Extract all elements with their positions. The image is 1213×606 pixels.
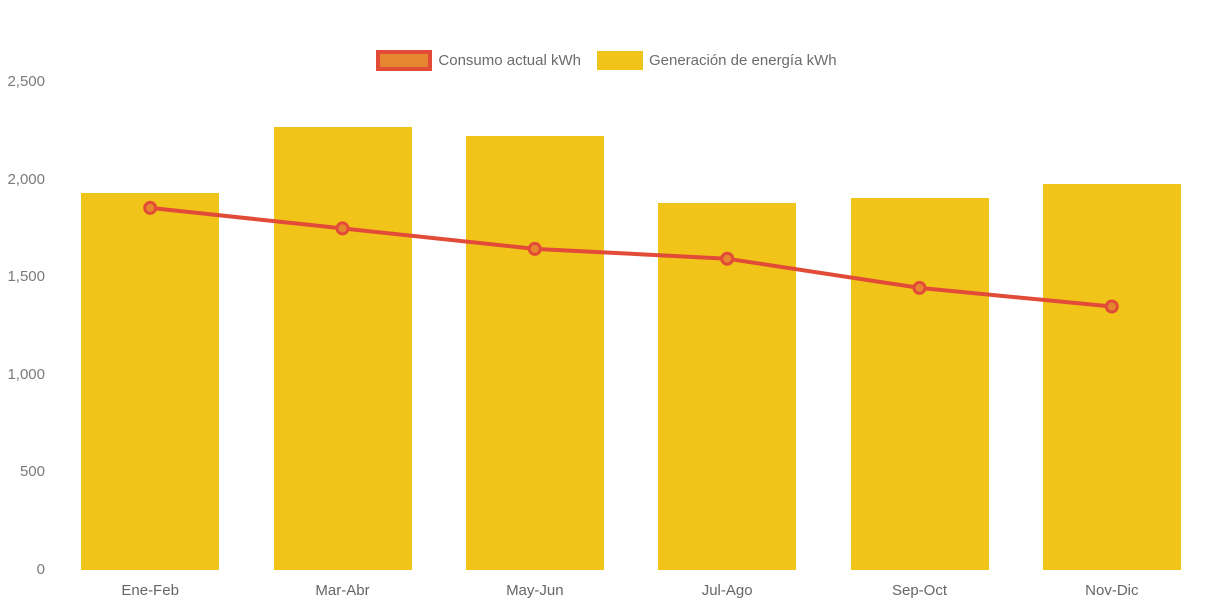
y-tick-label: 2,000 — [7, 170, 45, 188]
bar-generacion[interactable] — [850, 198, 989, 570]
bar-generacion[interactable] — [81, 193, 220, 570]
y-tick-label: 2,500 — [7, 73, 45, 90]
x-tick-label: Sep-Oct — [891, 582, 948, 599]
y-tick-label: 0 — [36, 561, 45, 578]
generacion-swatch-icon — [596, 51, 643, 70]
bar-generacion[interactable] — [273, 126, 412, 570]
legend-label-generacion: Generación de energía kWh — [648, 52, 837, 69]
bar-generacion[interactable] — [1042, 183, 1181, 570]
x-tick-label: Nov-Dic — [1085, 582, 1139, 599]
bar-generacion[interactable] — [465, 135, 604, 570]
x-tick-label: Jul-Ago — [701, 582, 753, 599]
consumo-swatch-icon — [376, 50, 433, 71]
bar-generacion[interactable] — [658, 203, 797, 570]
chart-legend: Consumo actual kWh Generación de energía… — [0, 50, 1213, 71]
y-tick-label: 1,500 — [7, 268, 45, 286]
legend-item-generacion[interactable]: Generación de energía kWh — [596, 51, 837, 70]
y-tick-label: 1,000 — [7, 365, 45, 383]
x-tick-label: May-Jun — [506, 582, 564, 599]
y-tick-label: 500 — [19, 463, 45, 481]
legend-label-consumo: Consumo actual kWh — [438, 52, 581, 69]
x-tick-label: Ene-Feb — [121, 582, 179, 599]
legend-item-consumo[interactable]: Consumo actual kWh — [376, 50, 581, 71]
x-tick-label: Mar-Abr — [315, 582, 370, 599]
